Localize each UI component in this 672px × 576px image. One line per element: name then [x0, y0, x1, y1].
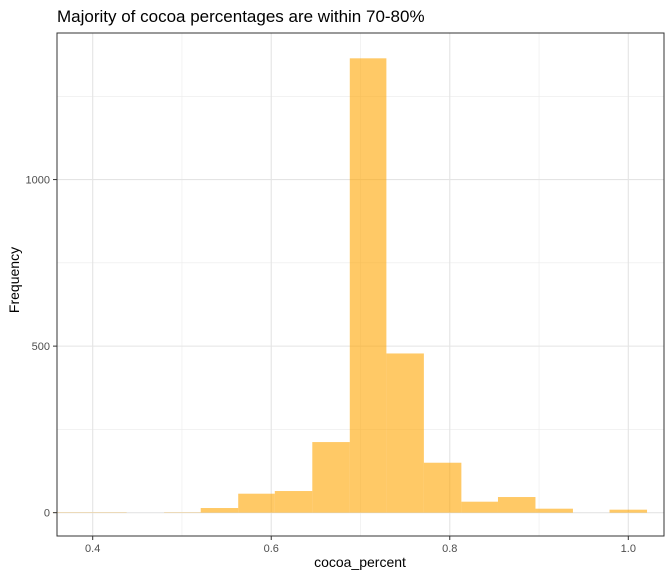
- histogram-bar: [423, 462, 462, 513]
- panel-border: [56, 32, 665, 537]
- x-tick-label: 0.4: [85, 543, 100, 555]
- histogram-bars: [52, 58, 648, 513]
- y-tick-label: 500: [32, 341, 50, 353]
- histogram-bar: [497, 497, 536, 513]
- histogram-bar: [238, 493, 275, 513]
- x-tick-label: 1.0: [621, 543, 636, 555]
- histogram-bar: [200, 508, 239, 513]
- histogram-bar: [609, 509, 648, 513]
- x-axis-title: cocoa_percent: [314, 554, 406, 570]
- histogram-bar: [535, 508, 573, 513]
- y-tick-label: 1000: [26, 175, 50, 187]
- x-axis: 0.4 0.6 0.8 1.0: [85, 536, 636, 555]
- histogram-bar: [312, 442, 350, 513]
- y-tick-label: 0: [44, 508, 50, 520]
- y-axis-title: Frequency: [6, 247, 22, 313]
- chart-title: Majority of cocoa percentages are within…: [57, 7, 425, 26]
- y-axis: 0 500 1000: [26, 175, 57, 520]
- histogram-bar: [386, 353, 424, 513]
- histogram-bar: [349, 58, 387, 513]
- histogram-bar: [461, 501, 498, 513]
- histogram-bar: [274, 491, 313, 513]
- x-tick-label: 0.6: [264, 543, 279, 555]
- x-tick-label: 0.8: [442, 543, 457, 555]
